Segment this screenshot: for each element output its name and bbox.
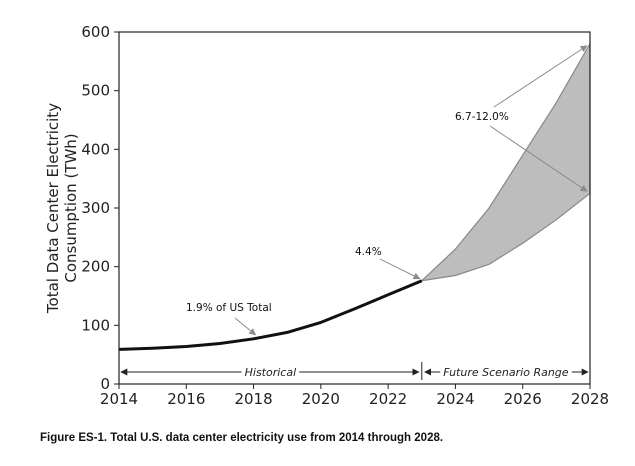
- x-tick-label: 2014: [100, 390, 138, 408]
- region-label-background: [440, 366, 572, 379]
- annotation-1.9-percent: 1.9% of US Total: [186, 302, 272, 314]
- annotation-4.4-arrow: [379, 258, 421, 280]
- y-tick-label: 100: [81, 316, 110, 334]
- x-tick-label: 2018: [234, 390, 272, 408]
- y-tick-label: 600: [81, 23, 110, 41]
- historical-line: [118, 279, 423, 351]
- annotation-1.9-arrow: [234, 317, 257, 336]
- x-tick-label: 2022: [369, 390, 407, 408]
- y-axis-label-line1: Total Data Center Electricity: [44, 103, 62, 314]
- x-tick-label: 2028: [571, 390, 609, 408]
- y-tick-label: 300: [81, 199, 110, 217]
- figure-caption: Figure ES-1. Total U.S. data center elec…: [40, 432, 444, 444]
- plot-frame: [118, 31, 591, 385]
- x-tick-label: 2016: [167, 390, 205, 408]
- y-tick-label: 0: [100, 375, 110, 393]
- x-tick-label: 2024: [436, 390, 474, 408]
- x-tick-label: 2026: [504, 390, 542, 408]
- region-label-background: [241, 366, 300, 379]
- y-tick-label: 400: [81, 140, 110, 158]
- historical-region-label: Historical: [245, 366, 297, 379]
- future-region-label: Future Scenario Range: [443, 366, 569, 379]
- annotation-4.4-percent: 4.4%: [355, 246, 382, 258]
- future-scenario-band: [419, 41, 591, 282]
- chart-figure: Total Data Center Electricity Consumptio…: [44, 23, 609, 408]
- y-tick-label: 200: [81, 258, 110, 276]
- x-tick-label: 2020: [302, 390, 340, 408]
- y-axis-label-line2: Consumption (TWh): [62, 133, 80, 282]
- annotation-range-arrow-low: [489, 125, 588, 192]
- annotation-range-arrow-high: [493, 45, 588, 108]
- annotation-6.7-12-percent: 6.7-12.0%: [455, 111, 509, 123]
- y-tick-label: 500: [81, 82, 110, 100]
